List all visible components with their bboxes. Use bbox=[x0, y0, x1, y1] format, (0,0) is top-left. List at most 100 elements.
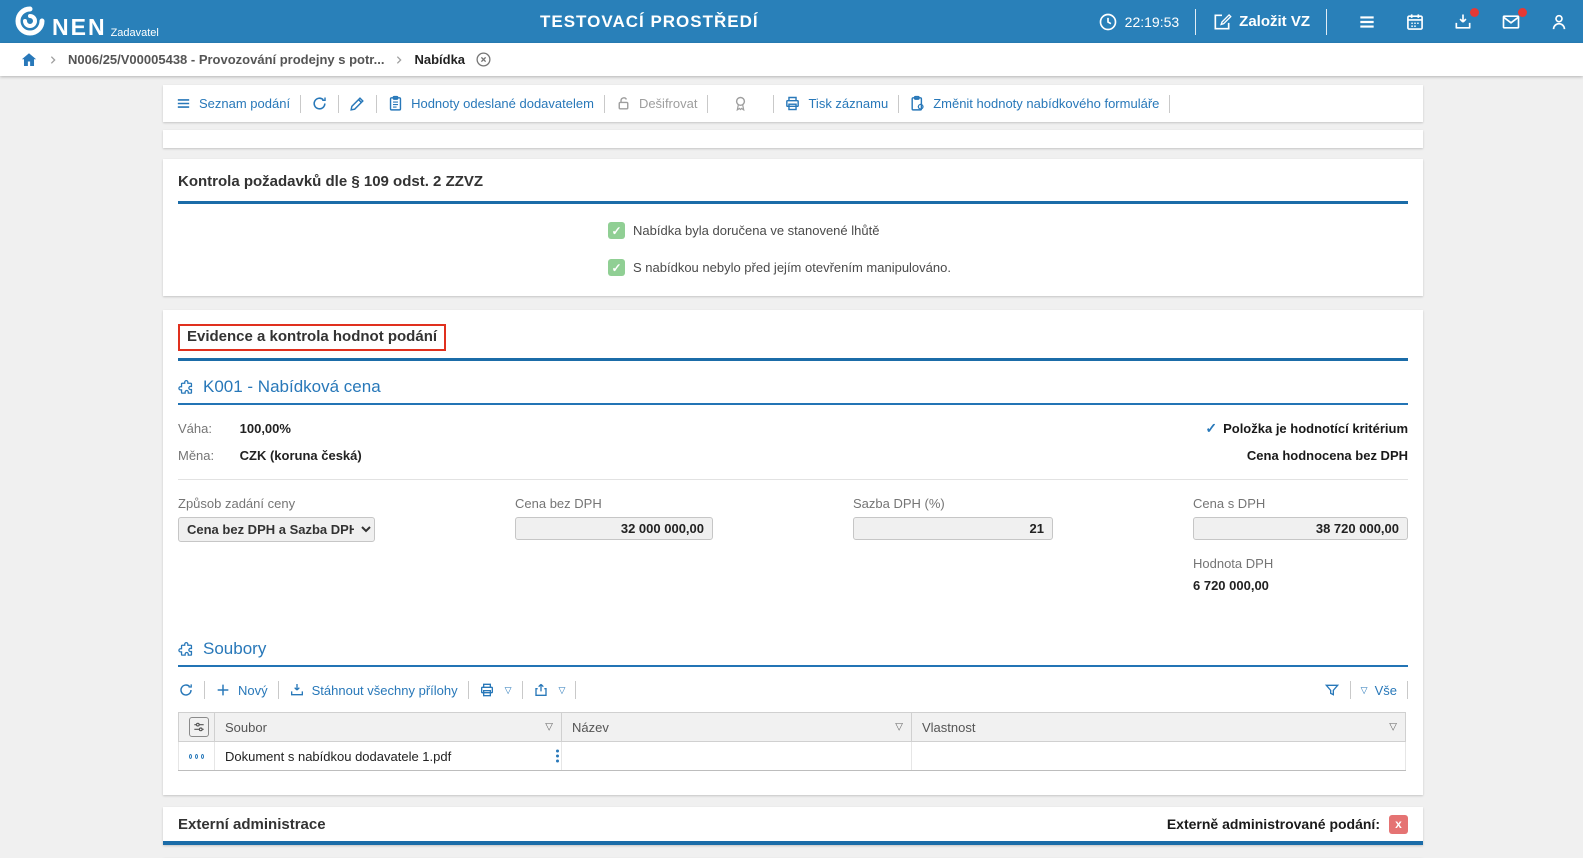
table-settings-header[interactable] bbox=[178, 712, 215, 742]
downloads-notification-badge bbox=[1470, 7, 1479, 17]
zpusob-zadani-ceny-select[interactable]: Cena bez DPH a Sazba DPH bbox=[178, 517, 375, 542]
toolbar-divider bbox=[773, 94, 775, 113]
zpusob-label: Způsob zadání ceny bbox=[178, 496, 296, 511]
kontrola-section-title: Kontrola požadavků dle § 109 odst. 2 ZZV… bbox=[178, 173, 484, 190]
user-profile-button[interactable] bbox=[1549, 12, 1569, 32]
download-all-button[interactable]: Stáhnout všechny přílohy bbox=[289, 682, 458, 698]
column-filter-icon[interactable]: ▽ bbox=[895, 721, 903, 733]
kontrola-section: Kontrola požadavků dle § 109 odst. 2 ZZV… bbox=[163, 159, 1423, 296]
app-header: NEN Zadavatel TESTOVACÍ PROSTŘEDÍ 22:19:… bbox=[0, 0, 1583, 43]
cena-bez-dph-input[interactable] bbox=[515, 517, 713, 540]
main-content: Seznam podání Hodnoty odeslané dodavatel… bbox=[0, 76, 1583, 858]
cena-s-dph-input[interactable] bbox=[1193, 517, 1408, 540]
soubory-title: Soubory bbox=[203, 639, 267, 658]
award-icon bbox=[736, 96, 746, 112]
kriterium-note: ✓ Položka je hodnotící kritérium bbox=[1205, 420, 1408, 436]
nen-logo-icon bbox=[15, 6, 45, 35]
nen-logo[interactable]: NEN Zadavatel bbox=[14, 5, 159, 39]
field-hodnota-dph: Hodnota DPH 6 720 000,00 bbox=[1193, 556, 1408, 593]
mena-label: Měna: bbox=[178, 448, 215, 463]
new-file-label: Nový bbox=[238, 682, 268, 698]
dropdown-triangle-icon: ▽ bbox=[1360, 684, 1368, 695]
refresh-button[interactable] bbox=[311, 95, 328, 112]
create-vz-button[interactable]: Založit VZ bbox=[1212, 12, 1310, 32]
row-vlastnost-cell[interactable] bbox=[911, 741, 1406, 771]
printer-icon bbox=[786, 96, 800, 111]
toolbar-divider bbox=[898, 94, 900, 113]
files-refresh-button[interactable] bbox=[178, 682, 194, 698]
tisk-zaznamu-button[interactable]: Tisk záznamu bbox=[784, 95, 888, 112]
divider bbox=[178, 479, 1408, 480]
desifrovat-button[interactable]: Dešifrovat bbox=[615, 95, 698, 112]
table-row[interactable]: Dokument s nabídkou dodavatele 1.pdf bbox=[178, 741, 1406, 771]
row-actions-cell[interactable] bbox=[178, 741, 215, 771]
files-table-header: Soubor ▽ Název ▽ Vlastnost ▽ bbox=[178, 712, 1406, 742]
dph-note: Cena hodnocena bez DPH bbox=[1246, 448, 1408, 463]
breadcrumb: N006/25/V00005438 - Provozování prodejny… bbox=[0, 43, 1583, 76]
export-files-button[interactable]: ▽ bbox=[533, 682, 565, 698]
check-untampered-label: S nabídkou nebylo před jejím otevřením m… bbox=[633, 260, 951, 275]
hodnoty-odeslane-button[interactable]: Hodnoty odeslané dodavatelem bbox=[387, 95, 594, 112]
toolbar-divider bbox=[204, 681, 205, 699]
column-resize-grip[interactable] bbox=[556, 749, 559, 763]
compose-icon bbox=[1214, 13, 1232, 29]
desifrovat-label: Dešifrovat bbox=[638, 96, 698, 111]
toolbar-divider bbox=[1169, 94, 1171, 113]
header-divider bbox=[1326, 8, 1327, 35]
calendar-button[interactable] bbox=[1405, 12, 1425, 32]
chevron-right-icon bbox=[397, 55, 403, 64]
unlock-icon bbox=[618, 97, 629, 110]
column-filter-icon[interactable]: ▽ bbox=[545, 721, 553, 733]
session-clock: 22:19:53 bbox=[1098, 12, 1180, 32]
new-file-button[interactable]: Nový bbox=[215, 682, 268, 698]
main-menu-button[interactable] bbox=[1357, 12, 1377, 32]
edit-button[interactable] bbox=[349, 95, 366, 112]
close-tab-icon[interactable] bbox=[475, 51, 492, 68]
k001-header: K001 - Nabídková cena bbox=[178, 377, 1408, 405]
hodnota-dph-value: 6 720 000,00 bbox=[1193, 578, 1269, 593]
funnel-icon bbox=[1324, 684, 1339, 696]
column-header-soubor[interactable]: Soubor ▽ bbox=[214, 712, 562, 742]
environment-title: TESTOVACÍ PROSTŘEDÍ bbox=[540, 11, 759, 31]
row-menu-icon[interactable] bbox=[189, 753, 204, 759]
messages-button[interactable] bbox=[1501, 7, 1527, 32]
refresh-icon bbox=[313, 97, 326, 110]
downloads-button[interactable] bbox=[1453, 7, 1479, 32]
record-toolbar: Seznam podání Hodnoty odeslané dodavatel… bbox=[163, 85, 1423, 122]
toolbar-divider bbox=[521, 681, 523, 699]
cena-s-dph-label: Cena s DPH bbox=[1193, 496, 1266, 511]
toolbar-divider bbox=[376, 94, 378, 113]
vaha-value: 100,00% bbox=[239, 421, 291, 436]
logo-subtext: Zadavatel bbox=[110, 26, 159, 39]
mena-value: CZK (koruna česká) bbox=[239, 448, 362, 463]
filter-button[interactable] bbox=[1324, 682, 1340, 698]
dropdown-triangle-icon: ▽ bbox=[504, 684, 512, 695]
column-filter-icon[interactable]: ▽ bbox=[1389, 721, 1397, 733]
column-settings-icon[interactable] bbox=[189, 717, 209, 737]
vaha-label: Váha: bbox=[178, 421, 212, 436]
sazba-dph-input[interactable] bbox=[853, 517, 1053, 540]
toolbar-divider bbox=[338, 94, 340, 113]
seznam-podani-button[interactable]: Seznam podání bbox=[175, 95, 290, 112]
row-nazev-cell[interactable] bbox=[561, 741, 912, 771]
download-icon bbox=[290, 684, 303, 696]
print-files-button[interactable]: ▽ bbox=[479, 682, 512, 698]
cena-bez-dph-label: Cena bez DPH bbox=[515, 496, 602, 511]
column-header-vlastnost[interactable]: Vlastnost ▽ bbox=[911, 712, 1406, 742]
breadcrumb-item-nabidka: Nabídka bbox=[414, 52, 466, 67]
printer-icon bbox=[480, 683, 493, 697]
zmenit-hodnoty-button[interactable]: Změnit hodnoty nabídkového formuláře bbox=[909, 95, 1159, 112]
flag-no-icon: x bbox=[1389, 814, 1408, 834]
home-icon[interactable] bbox=[20, 51, 38, 69]
show-all-button[interactable]: ▽ Vše bbox=[1361, 683, 1397, 698]
column-header-nazev[interactable]: Název ▽ bbox=[561, 712, 912, 742]
form-gear-icon bbox=[911, 95, 924, 111]
sazba-dph-label: Sazba DPH (%) bbox=[853, 496, 945, 511]
session-time: 22:19:53 bbox=[1124, 13, 1180, 30]
header-divider bbox=[1195, 8, 1197, 35]
row-soubor-cell[interactable]: Dokument s nabídkou dodavatele 1.pdf bbox=[214, 741, 562, 771]
award-button[interactable] bbox=[718, 95, 763, 112]
soubory-toolbar: Nový Stáhnout všechny přílohy ▽ bbox=[178, 675, 1408, 705]
breadcrumb-item-procurement[interactable]: N006/25/V00005438 - Provozování prodejny… bbox=[68, 52, 385, 67]
menu-icon bbox=[1360, 15, 1374, 28]
